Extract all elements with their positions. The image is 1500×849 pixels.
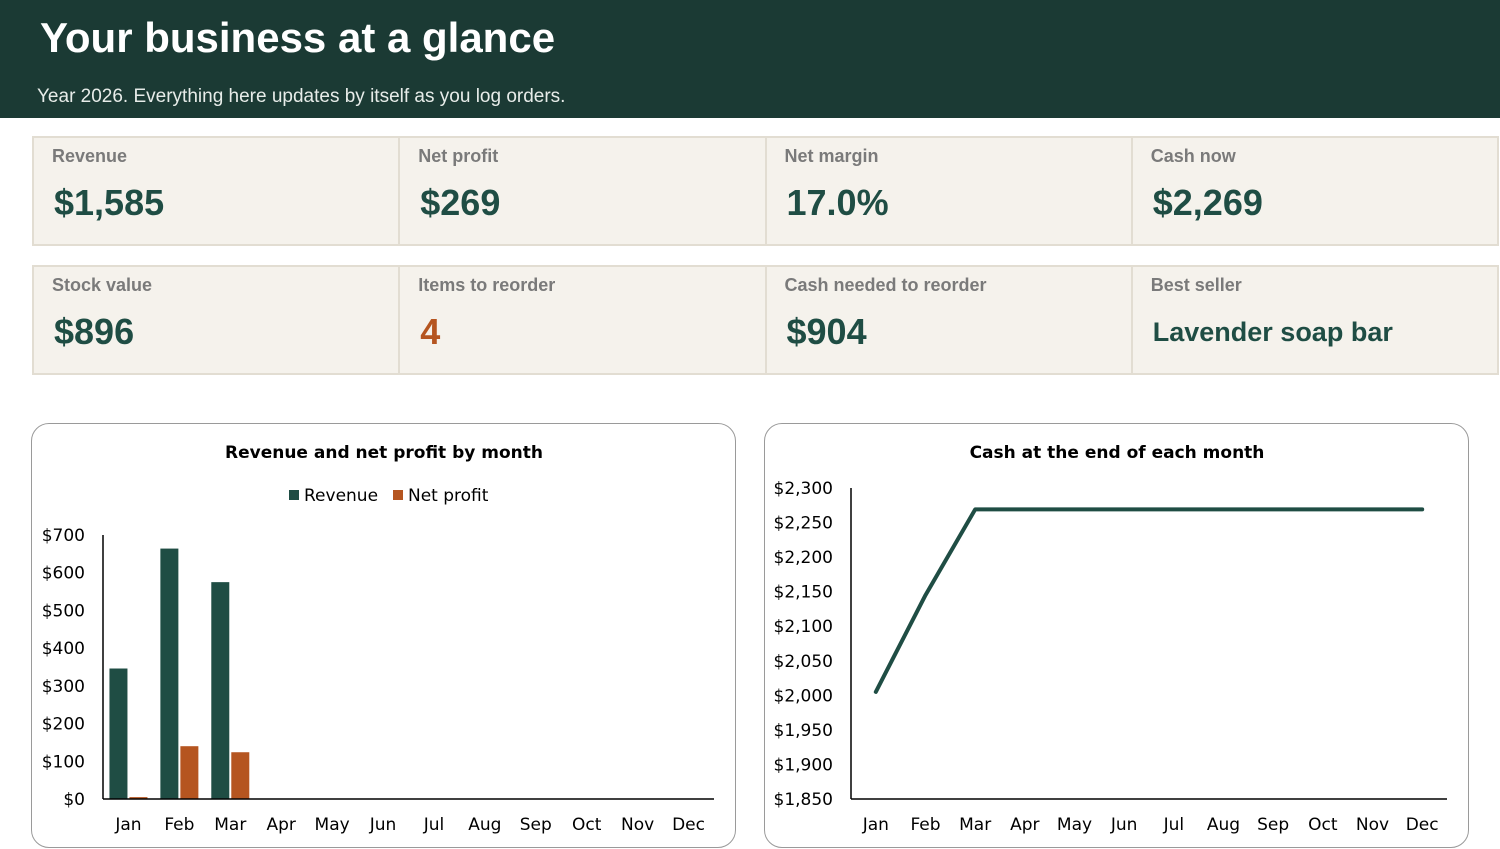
x-tick-label: Dec (1406, 815, 1439, 835)
legend-label: Revenue (304, 486, 378, 506)
dashboard-header: Your business at a glance Year 2026. Eve… (0, 0, 1500, 118)
x-tick-label: Jan (114, 815, 141, 835)
x-tick-label: Nov (1356, 815, 1389, 835)
kpi-card-revenue: Revenue $1,585 (34, 138, 401, 244)
kpi-value: $269 (420, 182, 501, 223)
x-tick-label: Mar (959, 815, 991, 835)
y-tick-label: $2,100 (774, 617, 833, 637)
kpi-value: $1,585 (54, 182, 165, 223)
y-tick-label: $0 (63, 790, 85, 810)
x-tick-label: May (315, 815, 350, 835)
kpi-value: $904 (786, 311, 867, 352)
kpi-value: 17.0% (786, 182, 889, 223)
cash-chart: Cash at the end of each month $1,850 $1,9… (764, 423, 1469, 848)
x-tick-label: Nov (621, 815, 654, 835)
y-tick-label: $2,250 (774, 514, 833, 534)
x-tick-label: Sep (520, 815, 552, 835)
page-subtitle: Year 2026. Everything here updates by it… (37, 86, 566, 107)
kpi-row-financial: Revenue $1,585 Net profit $269 Net margi… (32, 136, 1499, 246)
kpi-value: $896 (54, 311, 135, 352)
x-tick-label: Jul (423, 815, 445, 835)
y-tick-label: $1,900 (774, 755, 833, 775)
chart-title: Revenue and net profit by month (225, 443, 543, 463)
kpi-label: Revenue (52, 146, 128, 166)
bar-marks (109, 548, 250, 799)
x-tick-label: Sep (1257, 815, 1289, 835)
kpi-value: $2,269 (1152, 182, 1263, 223)
bar-net-profit (129, 797, 148, 799)
kpi-label: Net profit (418, 146, 499, 166)
x-tick-label: May (1057, 815, 1092, 835)
y-tick-label: $2,200 (774, 548, 833, 568)
x-tick-label: Aug (1207, 815, 1240, 835)
y-tick-label: $1,850 (774, 790, 833, 810)
legend-label: Net profit (408, 486, 489, 506)
kpi-label: Cash now (1150, 146, 1236, 166)
y-tick-label: $400 (42, 639, 85, 659)
x-tick-label: Apr (266, 815, 295, 835)
x-tick-label: Aug (468, 815, 501, 835)
kpi-label: Cash needed to reorder (784, 275, 987, 295)
chart-title: Cash at the end of each month (970, 443, 1265, 463)
y-tick-label: $2,000 (774, 686, 833, 706)
kpi-card-stock-value: Stock value $896 (34, 267, 401, 373)
kpi-label: Net margin (784, 146, 879, 166)
y-tick-label: $300 (42, 677, 85, 697)
cash-line (873, 507, 1425, 694)
x-tick-label: Jun (369, 815, 397, 835)
kpi-card-net-profit: Net profit $269 (400, 138, 767, 244)
x-tick-label: Jun (1110, 815, 1138, 835)
y-tick-label: $600 (42, 564, 85, 584)
x-tick-label: Dec (672, 815, 705, 835)
page-title: Your business at a glance (40, 14, 556, 61)
bar-revenue (109, 668, 128, 799)
kpi-row-inventory: Stock value $896 Items to reorder 4 Cash… (32, 265, 1499, 375)
y-tick-label: $1,950 (774, 721, 833, 741)
kpi-label: Items to reorder (418, 275, 556, 295)
y-tick-label: $500 (42, 601, 85, 621)
kpi-value: Lavender soap bar (1152, 317, 1393, 347)
bar-revenue (211, 582, 230, 799)
x-tick-label: Jan (862, 815, 889, 835)
x-tick-label: Oct (572, 815, 602, 835)
kpi-label: Best seller (1150, 275, 1242, 295)
revenue-profit-chart: Revenue and net profit by month Revenue N… (31, 423, 736, 848)
y-tick-label: $200 (42, 715, 85, 735)
y-tick-label: $2,150 (774, 583, 833, 603)
y-tick-label: $700 (42, 526, 85, 546)
kpi-card-cash-to-reorder: Cash needed to reorder $904 (767, 267, 1133, 373)
x-axis-ticks: Jan Feb Mar Apr May Jun Jul Aug Sep Oct Nov Dec (114, 815, 705, 835)
kpi-card-cash-now: Cash now $2,269 (1133, 138, 1497, 244)
kpi-card-best-seller: Best seller Lavender soap bar (1133, 267, 1497, 373)
legend-swatch (289, 490, 299, 500)
kpi-value: 4 (420, 311, 441, 352)
x-tick-label: Mar (214, 815, 246, 835)
bar-net-profit (180, 746, 199, 799)
x-tick-label: Feb (164, 815, 194, 835)
x-tick-label: Apr (1010, 815, 1039, 835)
x-tick-label: Oct (1308, 815, 1338, 835)
legend-swatch (393, 490, 403, 500)
y-axis-ticks: $1,850 $1,900 $1,950 $2,000 $2,050 $2,100 $2,1… (774, 479, 833, 810)
bar-revenue (160, 548, 179, 799)
kpi-card-net-margin: Net margin 17.0% (767, 138, 1133, 244)
bar-net-profit (231, 752, 250, 799)
x-tick-label: Jul (1163, 815, 1185, 835)
kpi-label: Stock value (52, 275, 153, 295)
y-tick-label: $100 (42, 752, 85, 772)
y-tick-label: $2,300 (774, 479, 833, 499)
x-tick-label: Feb (910, 815, 940, 835)
chart-legend: Revenue Net profit (289, 486, 489, 506)
cash-chart-svg: Cash at the end of each month $1,850 $1,9… (774, 443, 1447, 835)
y-axis-ticks: $0 $100 $200 $300 $400 $500 $600 $700 (42, 526, 85, 810)
line-marks (873, 507, 1425, 694)
revenue-profit-chart-svg: Revenue and net profit by month Revenue N… (42, 443, 714, 835)
y-tick-label: $2,050 (774, 652, 833, 672)
x-axis-ticks: Jan Feb Mar Apr May Jun Jul Aug Sep Oct Nov Dec (862, 815, 1439, 835)
kpi-card-items-to-reorder: Items to reorder 4 (400, 267, 767, 373)
